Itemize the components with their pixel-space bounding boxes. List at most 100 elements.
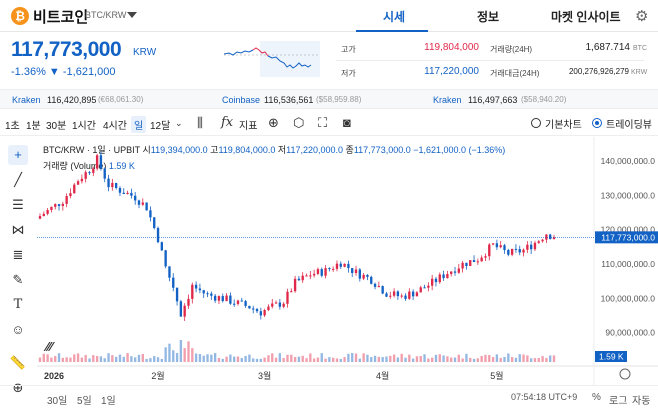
volume-bar xyxy=(153,356,156,362)
candle xyxy=(457,268,460,273)
interval-12mo[interactable]: 12달 xyxy=(150,121,171,132)
candle xyxy=(316,269,320,274)
range-30d[interactable]: 30일 xyxy=(47,396,68,407)
settings-icon[interactable]: ⬡ xyxy=(293,115,305,130)
coin-select-caret-icon[interactable] xyxy=(127,12,137,18)
candle xyxy=(153,217,156,229)
interval-4h[interactable]: 4시간 xyxy=(103,121,127,132)
candle xyxy=(396,291,400,297)
volume-bar xyxy=(411,358,415,362)
candle xyxy=(423,287,426,289)
exchange-name[interactable]: Kraken xyxy=(433,95,462,105)
volume-bar xyxy=(141,354,144,362)
candle xyxy=(469,260,472,267)
candle xyxy=(415,292,419,297)
range-1d[interactable]: 1일 xyxy=(101,396,116,407)
brush-icon[interactable]: ✎ xyxy=(12,272,24,287)
volume-bar xyxy=(221,358,224,362)
volume-bar xyxy=(126,353,129,362)
price-change-abs: ▼ -1,621,000 xyxy=(48,66,116,78)
ruler-icon[interactable]: 📏 xyxy=(9,355,27,370)
volume-bar xyxy=(198,354,202,362)
candle xyxy=(244,301,247,306)
volume-bar xyxy=(172,350,175,362)
auto-scale-button[interactable]: 자동 xyxy=(632,396,651,407)
volume-bar xyxy=(92,355,95,362)
price-chart[interactable]: 140,000,000.0130,000,000.0120,000,000.01… xyxy=(37,137,658,385)
exchange-price: 116,420,895 xyxy=(47,95,97,105)
interval-30m[interactable]: 30분 xyxy=(46,121,67,132)
y-tick-label: 130,000,000.0 xyxy=(601,190,656,200)
pattern-icon[interactable]: ⋈ xyxy=(11,222,25,237)
volume-bar xyxy=(240,358,243,362)
volume-bar xyxy=(541,356,544,362)
exchange-name[interactable]: Coinbase xyxy=(222,95,261,105)
volume-bar xyxy=(434,354,438,362)
volume-bar xyxy=(320,353,323,362)
candles-icon[interactable]: ⫼ xyxy=(197,115,203,130)
horizontal-lines-icon[interactable]: ☰ xyxy=(12,197,24,212)
trend-line-icon[interactable]: ╱ xyxy=(14,172,22,187)
exchange-name[interactable]: Kraken xyxy=(12,95,41,105)
volume-bar xyxy=(419,356,422,362)
tab-info[interactable]: 정보 xyxy=(477,10,500,24)
volume-bar xyxy=(255,358,259,362)
zoom-in-icon[interactable]: ⊕ xyxy=(12,380,24,395)
fullscreen-icon[interactable]: ⛶ xyxy=(318,115,328,130)
camera-icon[interactable]: ◙ xyxy=(343,115,351,130)
basic-chart-label[interactable]: 기본차트 xyxy=(545,120,582,131)
fib-icon[interactable]: ≣ xyxy=(12,247,24,262)
percent-scale-button[interactable]: % xyxy=(592,392,601,403)
tab-price[interactable]: 시세 xyxy=(383,10,406,24)
volume-bar xyxy=(50,357,53,362)
candle xyxy=(533,242,537,250)
volume-bar xyxy=(290,354,293,362)
candle xyxy=(42,213,45,217)
volume-bar xyxy=(149,358,152,362)
candle xyxy=(267,306,270,311)
candle xyxy=(545,234,548,240)
volume-bar xyxy=(118,354,122,362)
candle xyxy=(134,195,137,201)
basic-chart-radio[interactable] xyxy=(531,118,541,128)
candle xyxy=(484,256,487,258)
volume-tag xyxy=(595,351,627,362)
gear-icon[interactable]: ⚙ xyxy=(635,8,649,25)
tradingview-label[interactable]: 트레이딩뷰 xyxy=(606,120,652,131)
legend-low-label: 저 xyxy=(277,145,287,155)
volume-bar xyxy=(305,358,308,362)
candle xyxy=(149,210,152,218)
crosshair-icon[interactable]: + xyxy=(8,145,28,165)
volume-bar xyxy=(301,355,304,362)
compare-icon[interactable]: ⊕ xyxy=(268,115,279,130)
volume-bar xyxy=(495,354,499,362)
chevron-down-icon[interactable]: ⌄ xyxy=(175,118,183,128)
volume-bar xyxy=(80,357,84,362)
text-tool-icon[interactable]: T xyxy=(13,297,23,312)
volume-bar xyxy=(282,358,285,362)
coin-name[interactable]: 비트코인 xyxy=(33,9,89,26)
candle xyxy=(522,249,525,253)
volume-bar xyxy=(351,353,354,362)
range-5d[interactable]: 5일 xyxy=(77,396,92,407)
volume-bar xyxy=(488,355,491,362)
indicators-button[interactable]: 지표 xyxy=(239,121,258,132)
tab-market-insight[interactable]: 마켓 인사이트 xyxy=(551,10,621,24)
volume-bar xyxy=(73,354,76,362)
legend-open-label: 시 xyxy=(142,145,151,155)
candle xyxy=(160,242,164,251)
function-icon[interactable]: 𝑓x xyxy=(221,115,234,130)
candle xyxy=(286,291,289,304)
interval-1h[interactable]: 1시간 xyxy=(72,121,96,132)
emoji-icon[interactable]: ☺ xyxy=(11,322,25,337)
interval-1m[interactable]: 1분 xyxy=(26,121,41,132)
volume-bar xyxy=(229,354,232,362)
volume-bar xyxy=(244,355,247,362)
volume-bar xyxy=(95,356,99,362)
log-scale-button[interactable]: 로그 xyxy=(609,396,628,407)
candle xyxy=(453,271,457,273)
tradingview-radio[interactable] xyxy=(592,118,602,128)
interval-1d[interactable]: 일 xyxy=(131,116,147,133)
volume-bar xyxy=(160,358,164,362)
interval-1s[interactable]: 1초 xyxy=(5,121,20,132)
